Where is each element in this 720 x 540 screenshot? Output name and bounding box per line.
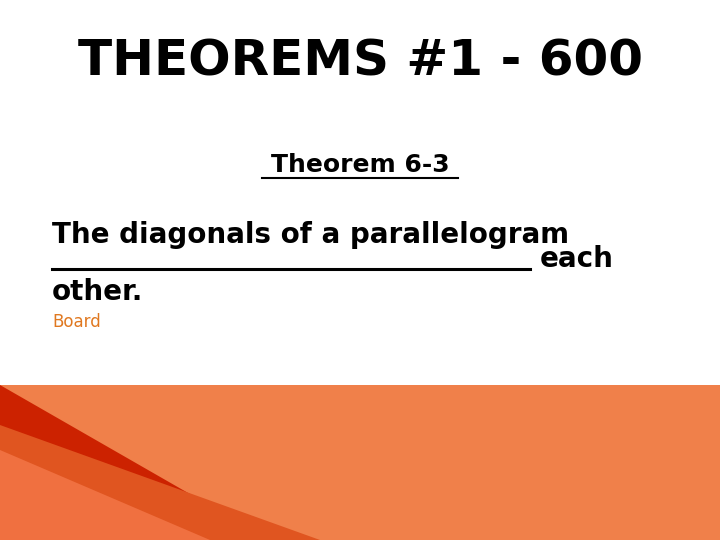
- Text: each: each: [540, 245, 614, 273]
- Polygon shape: [0, 385, 270, 540]
- Text: Board: Board: [52, 313, 101, 331]
- Polygon shape: [0, 450, 210, 540]
- Text: Theorem 6-3: Theorem 6-3: [271, 153, 449, 177]
- Polygon shape: [0, 425, 320, 540]
- Text: The diagonals of a parallelogram: The diagonals of a parallelogram: [52, 221, 569, 249]
- Text: other.: other.: [52, 278, 143, 306]
- Bar: [0, 385, 720, 540]
- Text: THEOREMS #1 - 600: THEOREMS #1 - 600: [78, 38, 642, 86]
